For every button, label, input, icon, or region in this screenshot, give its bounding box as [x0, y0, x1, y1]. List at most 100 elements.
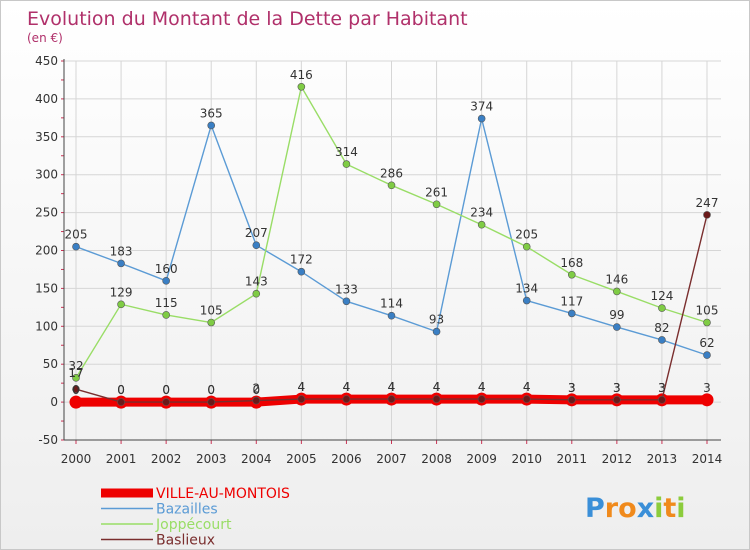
point-baslieux	[433, 396, 440, 403]
data-label-baslieux: 3	[568, 381, 576, 395]
point-joppecourt	[433, 201, 440, 208]
point-joppecourt	[118, 301, 125, 308]
x-tick-label: 2004	[241, 452, 272, 466]
point-bazailles	[568, 310, 575, 317]
legend: VILLE-AU-MONTOISBazaillesJoppécourtBasli…	[101, 486, 290, 549]
data-label-joppecourt: 105	[200, 304, 223, 318]
logo-letter: t	[663, 493, 676, 524]
data-label-baslieux: 4	[433, 380, 441, 394]
data-label-baslieux: 0	[117, 383, 125, 397]
data-label-bazailles: 62	[699, 336, 714, 350]
x-tick-label: 2007	[376, 452, 407, 466]
y-tick-label: 400	[35, 92, 58, 106]
point-baslieux	[523, 396, 530, 403]
point-baslieux	[478, 396, 485, 403]
point-bazailles	[478, 115, 485, 122]
data-label-joppecourt: 124	[650, 289, 673, 303]
data-label-baslieux: 2	[252, 382, 260, 396]
point-joppecourt	[253, 290, 260, 297]
data-label-baslieux: 17	[68, 366, 83, 380]
data-label-bazailles: 365	[200, 106, 223, 120]
y-tick-label: 250	[35, 206, 58, 220]
chart-title: Evolution du Montant de la Dette par Hab…	[27, 8, 468, 30]
data-label-joppecourt: 286	[380, 166, 403, 180]
point-bazailles	[208, 122, 215, 129]
legend-label-baslieux: Baslieux	[156, 533, 215, 549]
x-tick-label: 2009	[466, 452, 497, 466]
data-label-joppecourt: 146	[605, 272, 628, 286]
logo-letter: i	[676, 493, 685, 524]
point-bazailles	[118, 260, 125, 267]
point-bazailles	[613, 324, 620, 331]
data-label-baslieux: 4	[478, 380, 486, 394]
data-label-joppecourt: 129	[110, 285, 133, 299]
data-label-bazailles: 133	[335, 282, 358, 296]
y-tick-label: 0	[50, 395, 58, 409]
x-tick-label: 2001	[106, 452, 137, 466]
data-label-bazailles: 205	[65, 228, 88, 242]
point-baslieux	[343, 396, 350, 403]
logo-letter: o	[618, 493, 637, 524]
logo-letter: x	[637, 493, 654, 524]
data-label-joppecourt: 314	[335, 145, 358, 159]
data-label-joppecourt: 168	[560, 256, 583, 270]
data-label-ville-au-montois: 0	[72, 383, 80, 397]
point-joppecourt	[704, 319, 711, 326]
point-ville-au-montois	[701, 393, 714, 406]
unit-label: (en €)	[27, 31, 63, 45]
point-baslieux	[388, 396, 395, 403]
point-joppecourt	[163, 311, 170, 318]
data-label-baslieux: 3	[658, 381, 666, 395]
data-label-baslieux: 0	[162, 383, 170, 397]
data-label-bazailles: 134	[515, 282, 538, 296]
point-baslieux	[704, 211, 711, 218]
legend-label-joppecourt: Joppécourt	[155, 517, 232, 533]
data-label-baslieux: 4	[388, 380, 396, 394]
y-tick-label: 200	[35, 244, 58, 258]
y-tick-label: 150	[35, 281, 58, 295]
y-tick-label: 450	[35, 54, 58, 68]
chart-container: -50 0 50 100 150 200 250 300 350 400 450 2000 2001 20…	[0, 0, 750, 550]
x-tick-label: 2013	[647, 452, 678, 466]
data-label-joppecourt: 105	[696, 304, 719, 318]
point-bazailles	[433, 328, 440, 335]
point-bazailles	[343, 298, 350, 305]
point-baslieux	[118, 399, 125, 406]
point-joppecourt	[658, 305, 665, 312]
legend-label-bazailles: Bazailles	[156, 502, 218, 518]
point-joppecourt	[388, 182, 395, 189]
point-joppecourt	[523, 243, 530, 250]
point-baslieux	[208, 399, 215, 406]
x-tick-label: 2002	[151, 452, 182, 466]
data-label-bazailles: 183	[110, 244, 133, 258]
point-baslieux	[163, 399, 170, 406]
x-tick-label: 2010	[511, 452, 542, 466]
logo-letter: i	[654, 493, 663, 524]
legend-label-ville-au-montois: VILLE-AU-MONTOIS	[156, 486, 290, 502]
proxiti-logo: Proxiti	[585, 493, 686, 524]
data-label-joppecourt: 234	[470, 206, 493, 220]
logo-letter: r	[605, 493, 619, 524]
data-label-joppecourt: 205	[515, 228, 538, 242]
data-label-bazailles: 172	[290, 253, 313, 267]
x-tick-label: 2005	[286, 452, 317, 466]
point-joppecourt	[478, 221, 485, 228]
y-tick-label: 100	[35, 319, 58, 333]
data-label-bazailles: 93	[429, 313, 444, 327]
x-tick-label: 2014	[692, 452, 723, 466]
y-tick-label: 50	[43, 357, 58, 371]
data-label-joppecourt: 143	[245, 275, 268, 289]
point-bazailles	[388, 312, 395, 319]
point-baslieux	[613, 396, 620, 403]
point-bazailles	[658, 336, 665, 343]
point-bazailles	[73, 243, 80, 250]
x-tick-label: 2008	[421, 452, 452, 466]
point-bazailles	[523, 297, 530, 304]
point-joppecourt	[568, 271, 575, 278]
point-bazailles	[298, 268, 305, 275]
point-baslieux	[568, 396, 575, 403]
x-tick-label: 2012	[602, 452, 633, 466]
data-label-joppecourt: 115	[155, 296, 178, 310]
data-label-bazailles: 99	[609, 308, 624, 322]
data-label-ville-au-montois: 3	[703, 381, 711, 395]
